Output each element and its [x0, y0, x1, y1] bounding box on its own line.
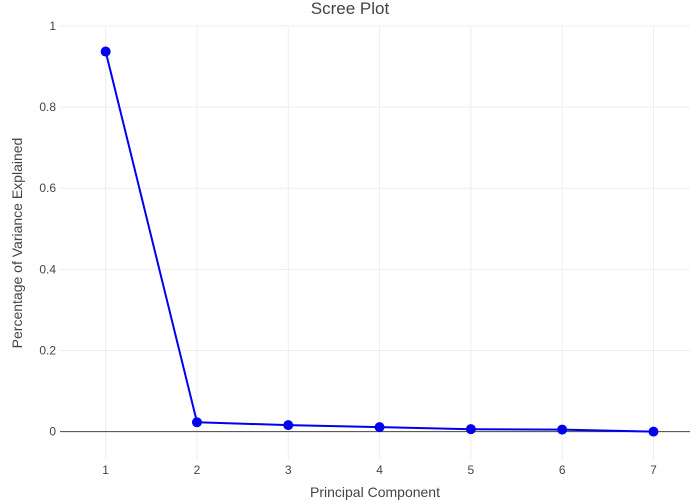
x-axis-label: Principal Component	[310, 484, 440, 500]
y-axis-label: Percentage of Variance Explained	[9, 138, 25, 349]
data-point	[374, 422, 385, 433]
x-tick-label: 2	[194, 463, 201, 477]
y-tick-label: 1	[49, 19, 56, 33]
x-tick-label: 3	[285, 463, 292, 477]
grid-lines	[60, 25, 690, 460]
data-point	[557, 424, 568, 435]
data-point	[648, 426, 659, 437]
y-tick-labels: 0 0.2 0.4 0.6 0.8 1	[39, 19, 56, 439]
y-tick-label: 0.4	[39, 262, 56, 276]
y-tick-label: 0.6	[39, 181, 56, 195]
data-points	[100, 46, 659, 437]
x-tick-label: 4	[376, 463, 383, 477]
x-tick-label: 7	[650, 463, 657, 477]
data-point	[100, 46, 111, 57]
y-tick-label: 0	[49, 425, 56, 439]
y-tick-label: 0.8	[39, 100, 56, 114]
data-point	[283, 420, 294, 431]
data-point	[465, 424, 476, 435]
data-point	[191, 417, 202, 428]
x-tick-label: 6	[559, 463, 566, 477]
x-tick-labels: 1 2 3 4 5 6 7	[102, 463, 657, 477]
y-tick-label: 0.2	[39, 343, 56, 357]
x-tick-label: 1	[102, 463, 109, 477]
x-tick-label: 5	[468, 463, 475, 477]
chart-title: Scree Plot	[311, 0, 390, 18]
